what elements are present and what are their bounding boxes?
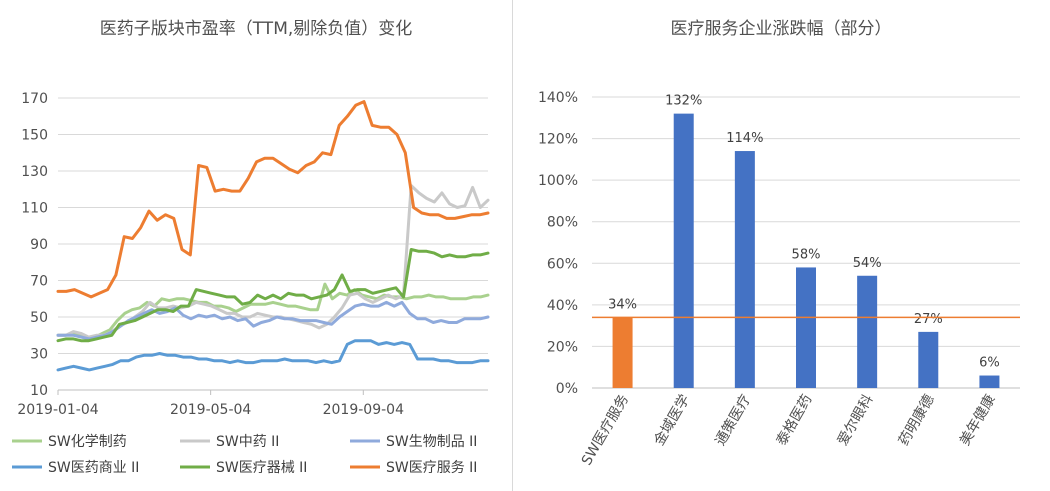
- y-tick-label: 120%: [538, 132, 578, 148]
- bar-4: [796, 267, 816, 388]
- x-tick-label: 2019-01-04: [17, 402, 98, 418]
- y-tick-label: 170: [21, 91, 48, 107]
- x-tick-label: 2019-09-04: [323, 402, 404, 418]
- x-tick-label: 2019-05-04: [170, 402, 251, 418]
- legend-item: SW生物制品 II: [386, 434, 477, 450]
- y-tick-label: 100%: [538, 173, 578, 189]
- y-tick-label: 60%: [547, 256, 578, 272]
- bar-6: [918, 331, 939, 388]
- y-tick-label: 130: [21, 164, 48, 180]
- y-tick-label: 30: [30, 347, 48, 363]
- bar-value-label: 27%: [914, 312, 943, 327]
- panel-divider: [512, 0, 513, 491]
- x-category-label: SW医疗服务: [579, 392, 632, 468]
- legend-item: SW医疗器械 II: [216, 460, 307, 476]
- x-category-label: 药明康德: [895, 392, 938, 449]
- bar-value-label: 114%: [726, 131, 763, 146]
- legend-item: SW化学制药: [48, 434, 127, 450]
- x-category-label: 美年健康: [956, 392, 999, 449]
- pe-chart-title: 医药子版块市盈率（TTM,剔除负值）变化: [99, 19, 413, 39]
- series-line-5: [56, 248, 490, 343]
- pe-ratio-chart-panel: 医药子版块市盈率（TTM,剔除负值）变化 10 30 50 70 90 110 130 150…: [0, 0, 512, 491]
- y-tick-label: 10: [30, 383, 48, 399]
- x-category-label: 金域医学: [651, 392, 693, 448]
- bar-3: [734, 151, 755, 388]
- y-tick-label: 150: [21, 128, 48, 144]
- y-tick-label: 90: [30, 237, 48, 253]
- series-line-1: [56, 282, 490, 341]
- legend-item: SW医疗服务 II: [386, 460, 477, 476]
- legend-item: SW医药商业 II: [48, 460, 139, 476]
- returns-chart-panel: 医疗服务企业涨跌幅（部分） 0% 20% 40% 60% 80% 100% 120% 140%…: [512, 0, 1050, 491]
- y-tick-label: 40%: [547, 298, 578, 314]
- y-tick-label: 110: [21, 201, 48, 217]
- legend-item: SW中药 II: [216, 434, 279, 450]
- bar-value-label: 54%: [853, 256, 882, 271]
- y-tick-label: 20%: [547, 339, 578, 355]
- pe-line-chart: 10 30 50 70 90 110 130 150 170 2019-01-04 2019-05-…: [12, 91, 490, 476]
- bar-5: [857, 275, 878, 388]
- bar-value-label: 34%: [608, 297, 637, 312]
- series-line-4: [56, 339, 490, 372]
- returns-chart-title: 医疗服务企业涨跌幅（部分）: [670, 19, 892, 39]
- y-tick-label: 0%: [556, 381, 578, 397]
- bar-2: [673, 113, 694, 388]
- bar-value-label: 6%: [979, 356, 1000, 371]
- y-tick-label: 70: [30, 274, 48, 290]
- x-category-label: 通策医疗: [712, 392, 755, 449]
- series-line-3: [56, 300, 490, 341]
- y-tick-label: 80%: [547, 215, 578, 231]
- bar-value-label: 132%: [665, 94, 702, 109]
- y-tick-label: 50: [30, 310, 48, 326]
- y-tick-label: 140%: [538, 90, 578, 106]
- series-line-6: [56, 100, 490, 299]
- bar-1: [612, 317, 633, 388]
- x-category-label: 爱尔眼科: [835, 392, 877, 448]
- returns-bar-chart: 0% 20% 40% 60% 80% 100% 120% 140% 34% SW医疗服务 132% 金…: [538, 90, 1020, 468]
- x-category-label: 泰格医药: [774, 392, 816, 448]
- bar-value-label: 58%: [792, 247, 821, 262]
- bar-7: [979, 375, 1000, 388]
